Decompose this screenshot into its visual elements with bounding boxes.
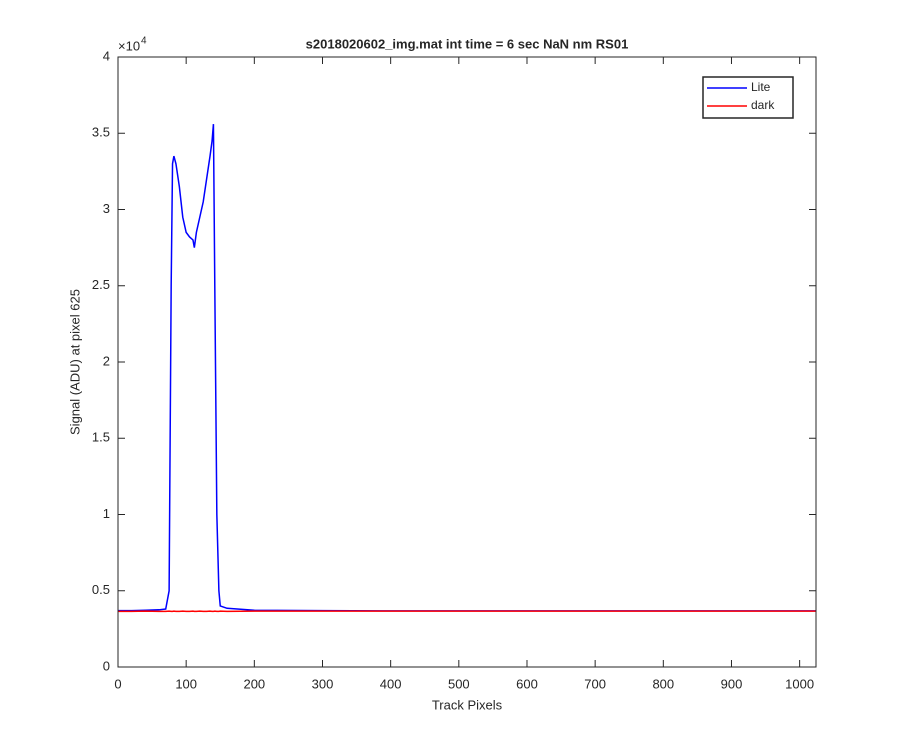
legend-label: dark [751, 98, 775, 112]
y-tick-label: 2 [103, 353, 110, 368]
y-tick-label: 4 [103, 48, 110, 63]
y-tick-label: 2.5 [92, 277, 110, 292]
legend-box [702, 76, 794, 119]
x-axis-label: Track Pixels [432, 697, 503, 712]
y-tick-label: 1.5 [92, 430, 110, 445]
legend-label: Lite [751, 80, 771, 94]
y-tick-label: 3 [103, 201, 110, 216]
y-multiplier-base: ×10 [118, 38, 140, 53]
y-tick-label: 0 [103, 658, 110, 673]
y-tick-label: 1 [103, 506, 110, 521]
x-tick-label: 800 [652, 676, 674, 691]
x-tick-label: 900 [721, 676, 743, 691]
x-tick-label: 100 [175, 676, 197, 691]
x-tick-label: 200 [243, 676, 265, 691]
x-tick-label: 600 [516, 676, 538, 691]
y-axis-label: Signal (ADU) at pixel 625 [67, 289, 82, 435]
x-tick-label: 400 [380, 676, 402, 691]
chart-title: s2018020602_img.mat int time = 6 sec NaN… [306, 36, 629, 51]
y-tick-label: 3.5 [92, 125, 110, 140]
axes-box [117, 56, 817, 668]
x-tick-label: 500 [448, 676, 470, 691]
x-tick-label: 0 [114, 676, 121, 691]
x-tick-label: 1000 [785, 676, 814, 691]
y-tick-label: 0.5 [92, 582, 110, 597]
x-tick-label: 700 [584, 676, 606, 691]
x-tick-label: 300 [312, 676, 334, 691]
y-multiplier-exponent: 4 [141, 36, 147, 47]
